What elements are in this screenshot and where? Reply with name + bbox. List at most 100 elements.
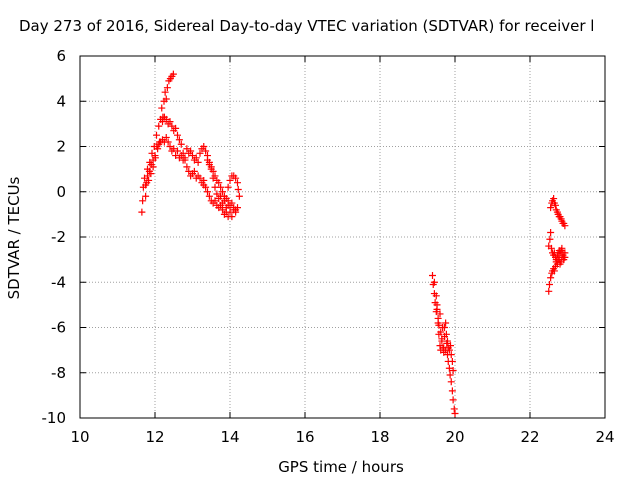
data-point — [163, 84, 171, 92]
data-point — [447, 342, 454, 350]
data-point — [211, 197, 219, 205]
data-point — [202, 147, 210, 155]
data-point — [151, 152, 159, 160]
axes — [79, 55, 606, 419]
y-tick-label: -4 — [51, 273, 66, 291]
data-point — [224, 183, 232, 191]
data-point — [232, 174, 240, 182]
data-point — [177, 152, 185, 160]
data-point — [550, 195, 558, 203]
data-point — [561, 222, 569, 230]
data-point — [172, 124, 180, 132]
data-point — [174, 131, 181, 139]
data-point — [546, 235, 554, 243]
data-point — [448, 387, 456, 395]
x-tick-label: 20 — [445, 428, 464, 446]
data-point — [447, 378, 455, 386]
data-point — [442, 319, 450, 327]
data-point — [190, 167, 198, 175]
data-point — [547, 244, 555, 252]
data-point — [547, 204, 555, 212]
data-point — [207, 163, 215, 171]
data-point — [449, 366, 457, 374]
data-point — [440, 348, 448, 356]
data-point — [138, 208, 146, 216]
data-point — [215, 179, 223, 187]
data-point — [558, 244, 566, 252]
y-tick-label: -2 — [51, 228, 66, 246]
data-point — [168, 122, 176, 130]
data-point — [446, 371, 454, 379]
data-point — [162, 133, 170, 141]
data-point — [234, 185, 242, 193]
data-point — [204, 156, 211, 164]
data-point — [144, 172, 151, 180]
y-tick-label: -6 — [51, 319, 66, 337]
data-point — [183, 145, 191, 153]
y-tick-label: 4 — [56, 92, 66, 110]
data-point — [552, 201, 559, 209]
data-point — [194, 158, 202, 166]
data-point — [205, 192, 213, 200]
data-point — [158, 104, 166, 112]
data-point — [235, 192, 243, 200]
data-point — [196, 174, 204, 182]
data-point — [547, 228, 555, 236]
data-point — [139, 197, 147, 205]
data-point — [202, 183, 210, 191]
data-point — [147, 161, 155, 169]
data-point — [169, 70, 177, 78]
data-point — [164, 138, 172, 146]
y-tick-label: 2 — [56, 138, 66, 156]
data-point — [560, 253, 568, 261]
data-point — [166, 143, 174, 150]
x-tick-label: 24 — [595, 428, 614, 446]
data-point — [561, 249, 569, 257]
data-point — [211, 172, 219, 180]
data-point — [217, 183, 225, 191]
data-point — [447, 351, 455, 359]
data-point — [232, 206, 240, 214]
x-tick-label: 18 — [370, 428, 389, 446]
data-point — [189, 152, 196, 160]
data-point — [226, 176, 234, 184]
chart-title: Day 273 of 2016, Sidereal Day-to-day VTE… — [19, 17, 594, 35]
data-point — [161, 88, 169, 96]
data-point — [435, 330, 443, 338]
x-tick-label: 16 — [295, 428, 314, 446]
data-point — [177, 140, 185, 148]
y-tick-label: -8 — [51, 364, 66, 382]
data-point — [429, 271, 436, 279]
data-point — [449, 396, 457, 404]
data-point — [162, 95, 170, 103]
data-point — [209, 167, 217, 175]
data-point — [153, 131, 160, 139]
data-point — [444, 337, 451, 345]
x-tick-label: 10 — [70, 428, 89, 446]
x-tick-label: 22 — [520, 428, 539, 446]
data-point — [433, 305, 441, 313]
data-point — [441, 324, 448, 331]
data-points — [138, 70, 569, 417]
data-point — [204, 188, 211, 196]
plot-frame — [79, 55, 606, 419]
data-point — [159, 118, 166, 126]
data-point — [142, 192, 150, 200]
data-point — [450, 405, 458, 413]
data-point — [219, 206, 226, 214]
y-tick-label: 6 — [56, 47, 66, 65]
data-point — [175, 136, 183, 144]
data-point — [445, 364, 453, 372]
y-tick-label: 0 — [56, 183, 66, 201]
data-point — [192, 154, 200, 162]
data-point — [451, 409, 459, 417]
data-point — [217, 201, 225, 209]
data-point — [430, 278, 438, 286]
x-tick-label: 12 — [145, 428, 164, 446]
data-point — [432, 292, 440, 300]
data-point — [170, 145, 178, 153]
data-point — [234, 179, 241, 187]
data-point — [545, 287, 553, 295]
